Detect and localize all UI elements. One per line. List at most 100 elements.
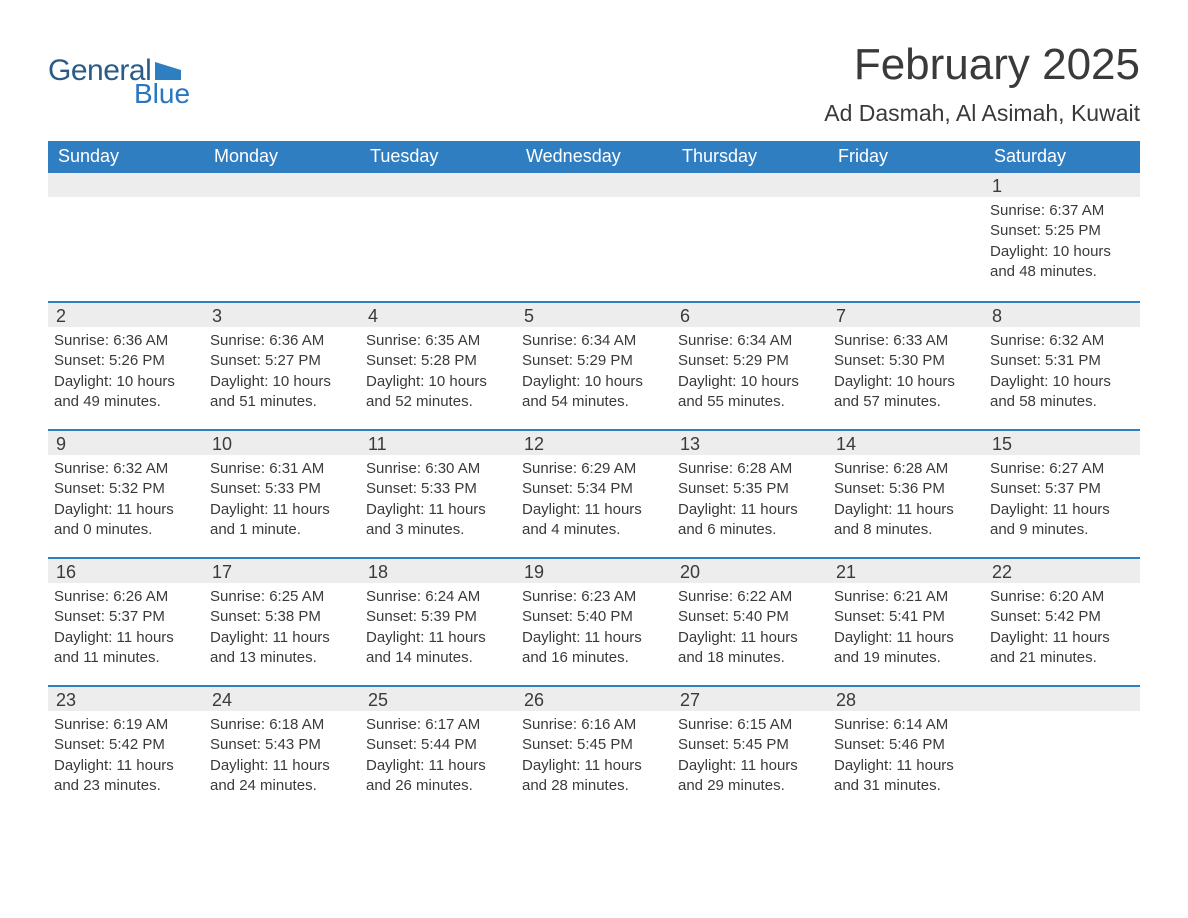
daylight-text: Daylight: 11 hours: [990, 628, 1134, 648]
daylight-text: Daylight: 11 hours: [990, 500, 1134, 520]
week-row: 23Sunrise: 6:19 AMSunset: 5:42 PMDayligh…: [48, 685, 1140, 813]
day-number: 4: [360, 303, 516, 327]
day-number: 17: [204, 559, 360, 583]
sunrise-text: Sunrise: 6:15 AM: [678, 715, 822, 735]
weekday-header: Tuesday: [360, 141, 516, 173]
sunrise-text: Sunrise: 6:23 AM: [522, 587, 666, 607]
sunset-text: Sunset: 5:34 PM: [522, 479, 666, 499]
daylight-text: and 9 minutes.: [990, 520, 1134, 540]
sunset-text: Sunset: 5:40 PM: [522, 607, 666, 627]
day-cell: 7 Sunrise: 6:33 AMSunset: 5:30 PMDaylight…: [828, 303, 984, 429]
day-number: 25: [360, 687, 516, 711]
daylight-text: Daylight: 10 hours: [678, 372, 822, 392]
day-number: 21: [828, 559, 984, 583]
day-number: [204, 173, 360, 197]
sunrise-text: Sunrise: 6:32 AM: [990, 331, 1134, 351]
sunset-text: Sunset: 5:40 PM: [678, 607, 822, 627]
daylight-text: and 49 minutes.: [54, 392, 198, 412]
daylight-text: Daylight: 11 hours: [54, 628, 198, 648]
title-block: February 2025 Ad Dasmah, Al Asimah, Kuwa…: [824, 40, 1140, 127]
sunset-text: Sunset: 5:42 PM: [54, 735, 198, 755]
daylight-text: Daylight: 11 hours: [54, 756, 198, 776]
sunrise-text: Sunrise: 6:34 AM: [522, 331, 666, 351]
day-number: 14: [828, 431, 984, 455]
daylight-text: and 48 minutes.: [990, 262, 1134, 282]
daylight-text: Daylight: 10 hours: [522, 372, 666, 392]
month-title: February 2025: [824, 40, 1140, 90]
daylight-text: Daylight: 11 hours: [366, 756, 510, 776]
sunrise-text: Sunrise: 6:33 AM: [834, 331, 978, 351]
day-cell: 18Sunrise: 6:24 AMSunset: 5:39 PMDayligh…: [360, 559, 516, 685]
daylight-text: and 16 minutes.: [522, 648, 666, 668]
daylight-text: and 0 minutes.: [54, 520, 198, 540]
daylight-text: Daylight: 10 hours: [54, 372, 198, 392]
day-number: 19: [516, 559, 672, 583]
sunrise-text: Sunrise: 6:28 AM: [834, 459, 978, 479]
daylight-text: and 18 minutes.: [678, 648, 822, 668]
sunrise-text: Sunrise: 6:24 AM: [366, 587, 510, 607]
daylight-text: and 23 minutes.: [54, 776, 198, 796]
day-cell: 1Sunrise: 6:37 AMSunset: 5:25 PMDaylight…: [984, 173, 1140, 301]
daylight-text: Daylight: 11 hours: [834, 500, 978, 520]
daylight-text: Daylight: 10 hours: [834, 372, 978, 392]
sunrise-text: Sunrise: 6:37 AM: [990, 201, 1134, 221]
weekday-header: Monday: [204, 141, 360, 173]
daylight-text: and 4 minutes.: [522, 520, 666, 540]
sunset-text: Sunset: 5:37 PM: [990, 479, 1134, 499]
day-cell: [204, 173, 360, 301]
sunset-text: Sunset: 5:28 PM: [366, 351, 510, 371]
daylight-text: Daylight: 10 hours: [210, 372, 354, 392]
sunset-text: Sunset: 5:29 PM: [522, 351, 666, 371]
day-number: [984, 687, 1140, 711]
daylight-text: and 21 minutes.: [990, 648, 1134, 668]
sunset-text: Sunset: 5:41 PM: [834, 607, 978, 627]
daylight-text: Daylight: 11 hours: [210, 628, 354, 648]
sunset-text: Sunset: 5:45 PM: [522, 735, 666, 755]
day-cell: 16Sunrise: 6:26 AMSunset: 5:37 PMDayligh…: [48, 559, 204, 685]
day-cell: 24Sunrise: 6:18 AMSunset: 5:43 PMDayligh…: [204, 687, 360, 813]
sunset-text: Sunset: 5:42 PM: [990, 607, 1134, 627]
day-number: 23: [48, 687, 204, 711]
day-cell: [360, 173, 516, 301]
sunrise-text: Sunrise: 6:34 AM: [678, 331, 822, 351]
sunrise-text: Sunrise: 6:27 AM: [990, 459, 1134, 479]
day-cell: 27Sunrise: 6:15 AMSunset: 5:45 PMDayligh…: [672, 687, 828, 813]
daylight-text: Daylight: 11 hours: [366, 628, 510, 648]
sunset-text: Sunset: 5:39 PM: [366, 607, 510, 627]
day-cell: [828, 173, 984, 301]
sunrise-text: Sunrise: 6:36 AM: [210, 331, 354, 351]
weekday-header: Wednesday: [516, 141, 672, 173]
day-cell: 5Sunrise: 6:34 AMSunset: 5:29 PMDaylight…: [516, 303, 672, 429]
day-number: 7: [828, 303, 984, 327]
sunrise-text: Sunrise: 6:31 AM: [210, 459, 354, 479]
sunset-text: Sunset: 5:45 PM: [678, 735, 822, 755]
sunset-text: Sunset: 5:46 PM: [834, 735, 978, 755]
sunset-text: Sunset: 5:33 PM: [366, 479, 510, 499]
day-number: 15: [984, 431, 1140, 455]
day-cell: 11Sunrise: 6:30 AMSunset: 5:33 PMDayligh…: [360, 431, 516, 557]
daylight-text: and 57 minutes.: [834, 392, 978, 412]
daylight-text: Daylight: 11 hours: [522, 628, 666, 648]
weekday-header: Friday: [828, 141, 984, 173]
day-number: 11: [360, 431, 516, 455]
day-number: 13: [672, 431, 828, 455]
day-cell: 25Sunrise: 6:17 AMSunset: 5:44 PMDayligh…: [360, 687, 516, 813]
sunset-text: Sunset: 5:43 PM: [210, 735, 354, 755]
sunset-text: Sunset: 5:36 PM: [834, 479, 978, 499]
daylight-text: and 19 minutes.: [834, 648, 978, 668]
sunset-text: Sunset: 5:30 PM: [834, 351, 978, 371]
day-cell: 21Sunrise: 6:21 AMSunset: 5:41 PMDayligh…: [828, 559, 984, 685]
day-cell: [48, 173, 204, 301]
day-cell: 4Sunrise: 6:35 AMSunset: 5:28 PMDaylight…: [360, 303, 516, 429]
day-cell: 13Sunrise: 6:28 AMSunset: 5:35 PMDayligh…: [672, 431, 828, 557]
daylight-text: and 24 minutes.: [210, 776, 354, 796]
sunrise-text: Sunrise: 6:16 AM: [522, 715, 666, 735]
weekday-header: Sunday: [48, 141, 204, 173]
day-cell: 6Sunrise: 6:34 AMSunset: 5:29 PMDaylight…: [672, 303, 828, 429]
daylight-text: and 51 minutes.: [210, 392, 354, 412]
daylight-text: and 29 minutes.: [678, 776, 822, 796]
day-cell: 20Sunrise: 6:22 AMSunset: 5:40 PMDayligh…: [672, 559, 828, 685]
daylight-text: Daylight: 10 hours: [990, 242, 1134, 262]
daylight-text: Daylight: 11 hours: [210, 500, 354, 520]
sunset-text: Sunset: 5:25 PM: [990, 221, 1134, 241]
